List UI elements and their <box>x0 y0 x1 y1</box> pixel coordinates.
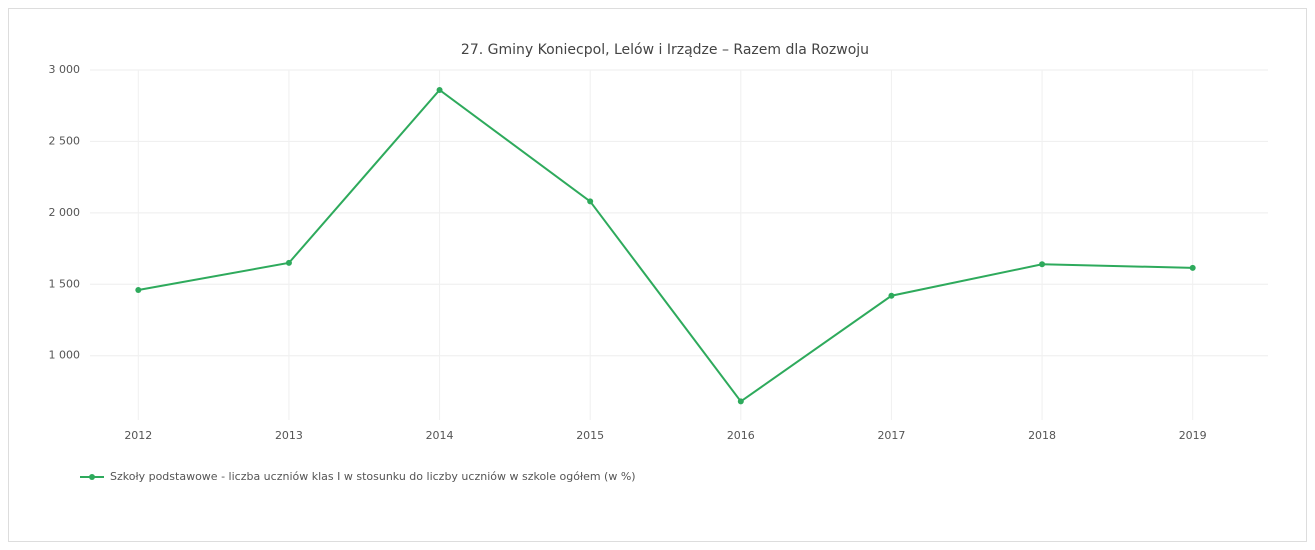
legend-dot <box>89 474 95 480</box>
x-tick-label: 2015 <box>576 429 604 442</box>
point <box>135 287 142 293</box>
x-tick-label: 2016 <box>727 429 755 442</box>
line <box>138 88 1193 403</box>
point <box>1039 261 1046 268</box>
x-tick-label: 2012 <box>124 429 152 442</box>
point <box>737 398 744 405</box>
y-tick-label: 2 000 <box>49 206 81 219</box>
x-tick-label: 2017 <box>877 429 905 442</box>
y-tick-label: 2 500 <box>49 134 81 147</box>
x-tick-label: 2013 <box>275 429 303 442</box>
y-tick-label: 1 000 <box>49 349 81 362</box>
point <box>888 292 895 299</box>
x-tick-label: 2014 <box>426 429 454 442</box>
point <box>436 87 443 93</box>
point <box>587 198 594 205</box>
chart-title: 27. Gminy Koniecpol, Lelów i Irządze – R… <box>461 42 869 58</box>
point <box>285 259 292 266</box>
x-tick-label: 2018 <box>1028 429 1056 442</box>
point <box>1189 264 1196 271</box>
legend-label: Szkoły podstawowe - liczba uczniów klas … <box>110 470 636 483</box>
frame <box>8 8 1307 542</box>
y-tick-label: 1 500 <box>49 277 81 290</box>
y-tick-label: 3 000 <box>49 63 81 76</box>
x-tick-label: 2019 <box>1179 429 1207 442</box>
